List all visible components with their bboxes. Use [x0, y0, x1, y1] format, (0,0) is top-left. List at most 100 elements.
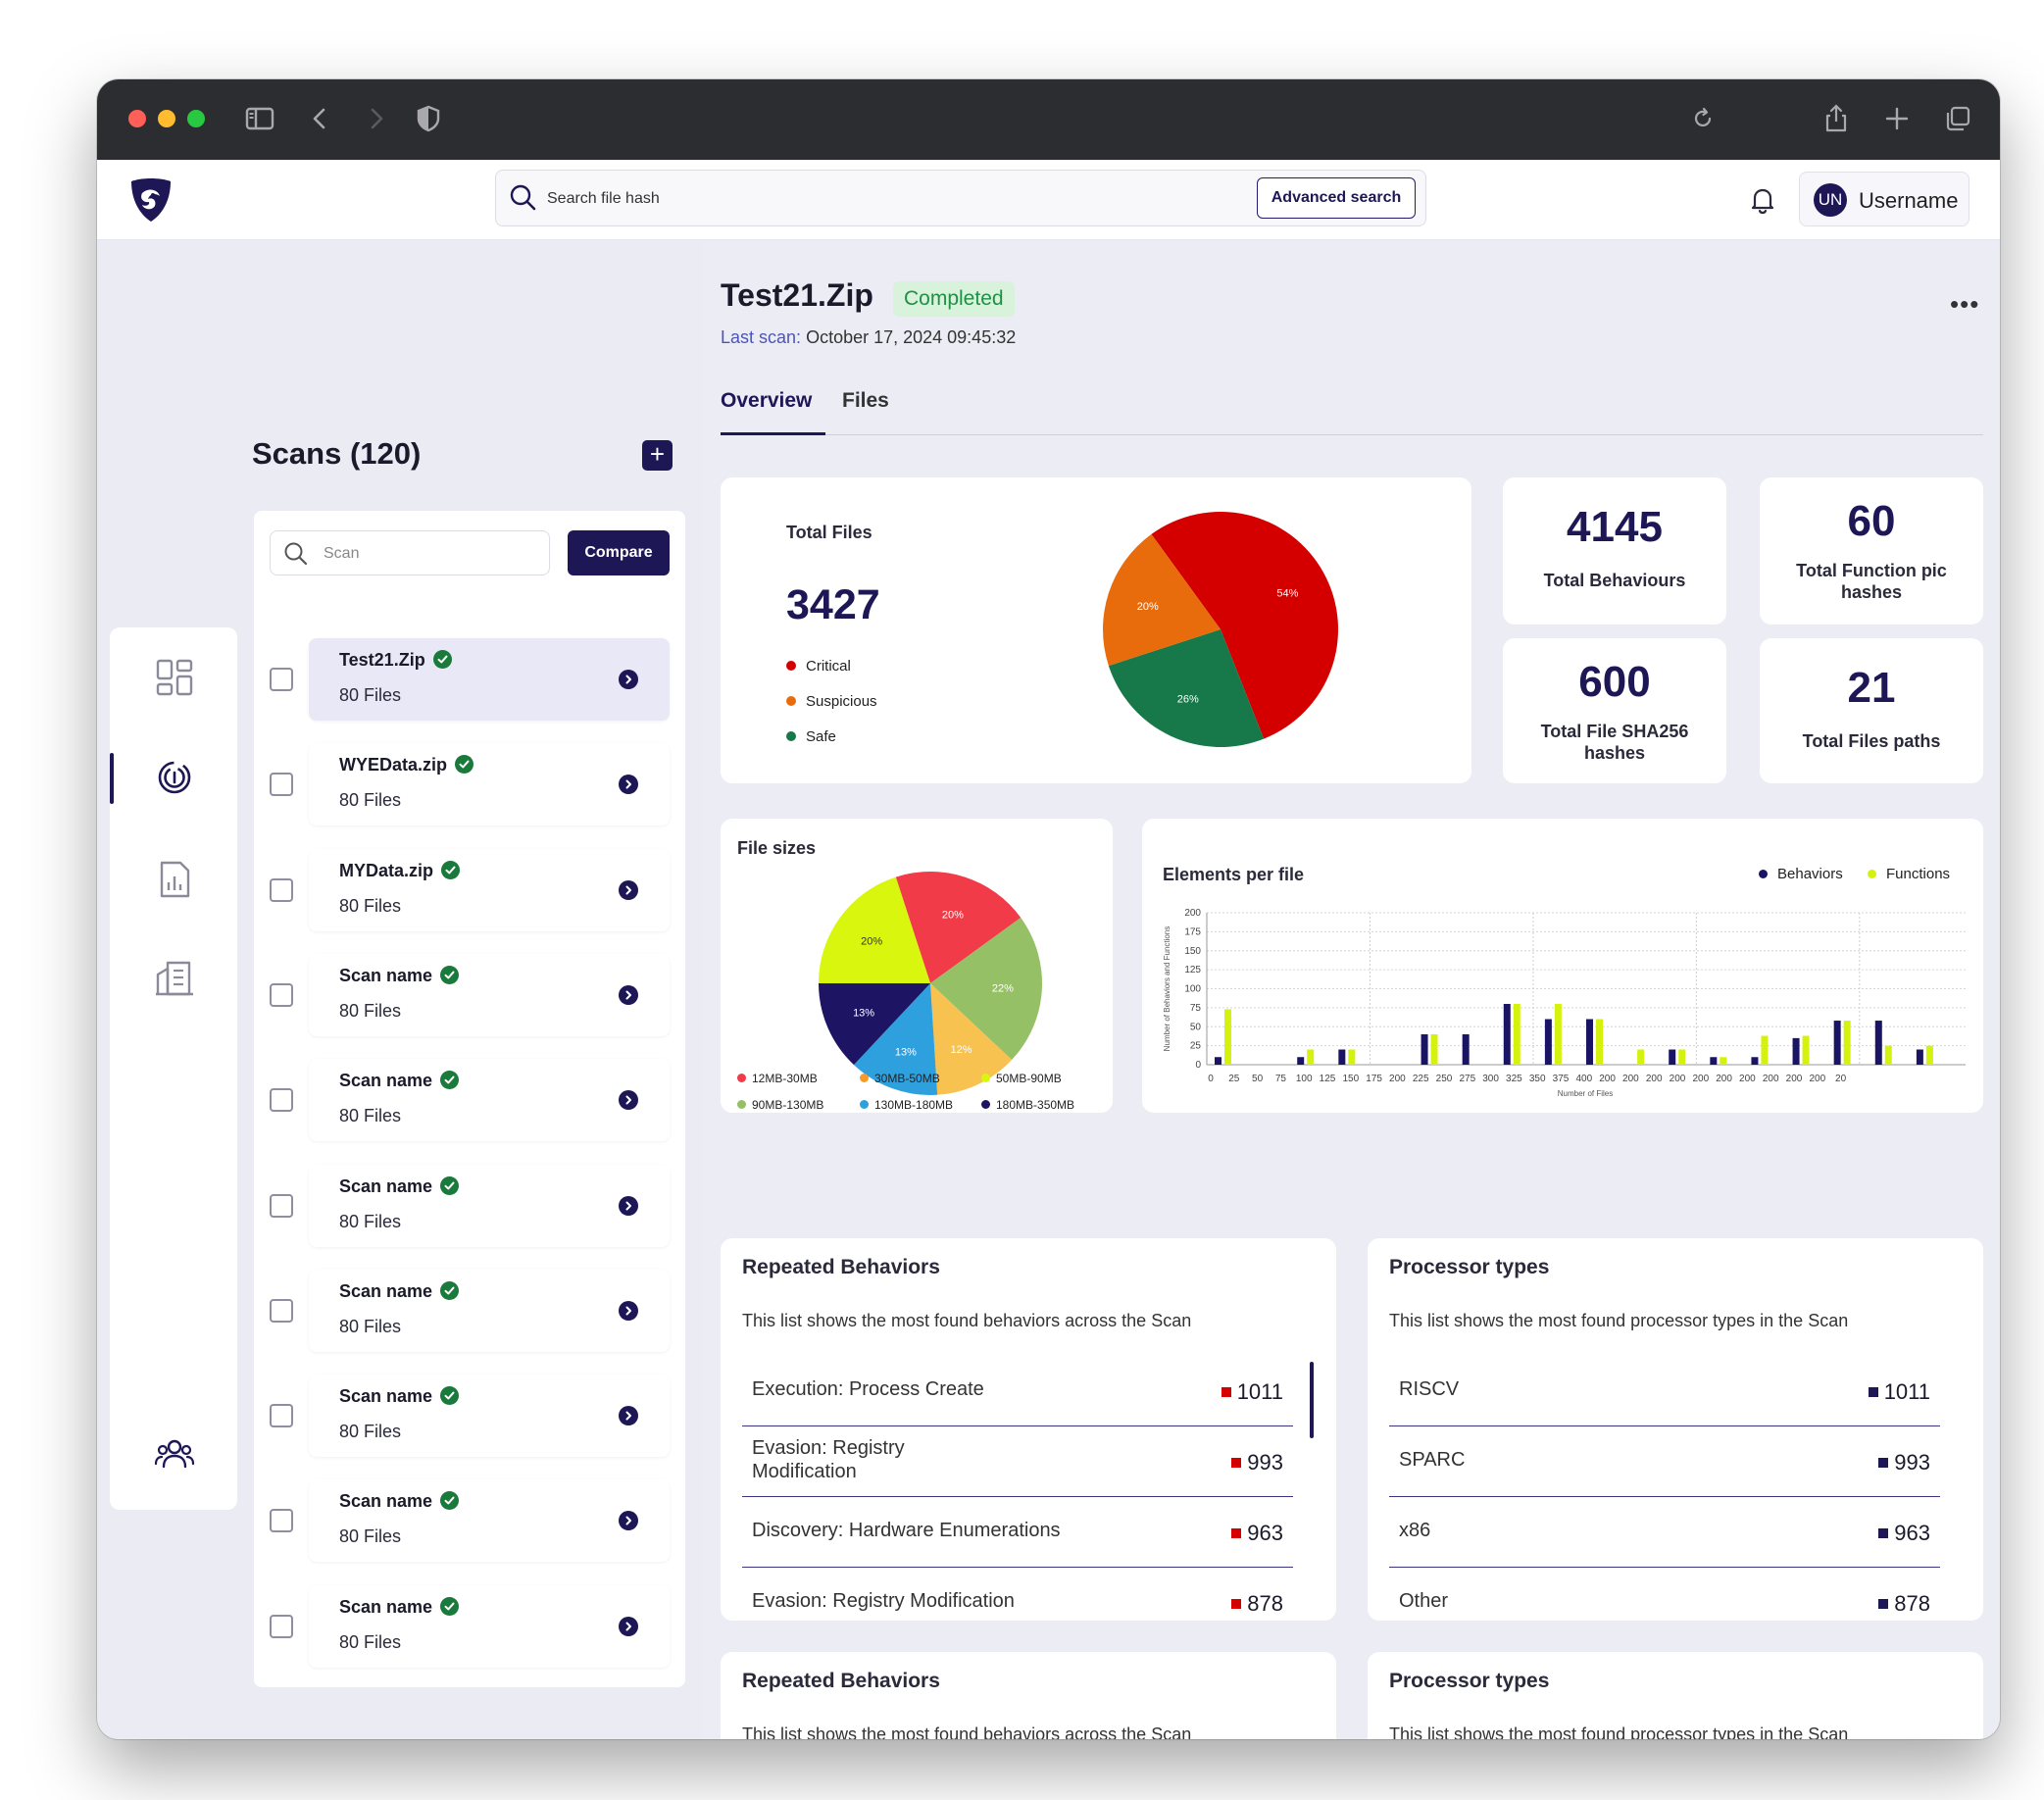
- behaviors-bar: [1916, 1049, 1923, 1065]
- fingerprint-icon[interactable]: [154, 757, 195, 798]
- shield-privacy-icon[interactable]: [411, 101, 446, 136]
- more-options-button[interactable]: •••: [1950, 289, 1980, 319]
- x-tick-label: 200: [1670, 1074, 1686, 1084]
- user-menu[interactable]: UN Username: [1799, 172, 1969, 226]
- scan-card[interactable]: WYEData.zip 80 Files: [309, 743, 670, 826]
- scan-checkbox[interactable]: [270, 668, 293, 691]
- reload-icon[interactable]: [1685, 101, 1720, 136]
- scan-card[interactable]: Scan name 80 Files: [309, 1164, 670, 1247]
- tab-files[interactable]: Files: [842, 389, 889, 412]
- scan-list-item[interactable]: Scan name 80 Files: [270, 1269, 672, 1352]
- scan-checkbox[interactable]: [270, 1193, 293, 1218]
- stat-card-total-behaviours: 4145 Total Behaviours: [1503, 477, 1726, 625]
- users-icon[interactable]: [154, 1433, 195, 1475]
- scan-checkbox[interactable]: [270, 773, 293, 797]
- row-divider: [742, 1566, 1293, 1568]
- scan-card[interactable]: Test21.Zip 80 Files: [309, 638, 670, 721]
- scan-checkbox[interactable]: [270, 1509, 293, 1533]
- scan-card[interactable]: Scan name 80 Files: [309, 1269, 670, 1352]
- list-item-value: 993: [1878, 1450, 1930, 1475]
- share-icon[interactable]: [1819, 101, 1854, 136]
- open-scan-arrow-icon[interactable]: [619, 670, 638, 689]
- scan-checkbox[interactable]: [270, 1404, 293, 1428]
- list-item[interactable]: Other 878: [1389, 1568, 1940, 1638]
- completed-check-icon: [455, 755, 474, 775]
- scan-checkbox[interactable]: [270, 877, 293, 902]
- row-divider: [1389, 1566, 1940, 1568]
- scan-card[interactable]: Scan name 80 Files: [309, 1375, 670, 1458]
- list-item[interactable]: Evasion: Registry Modification 878: [742, 1568, 1293, 1638]
- new-tab-plus-icon[interactable]: [1879, 101, 1915, 136]
- list-item-label: SPARC: [1399, 1449, 1466, 1471]
- scan-name: Scan name: [339, 965, 460, 986]
- tabs-overview-icon[interactable]: [1940, 101, 1975, 136]
- scan-card[interactable]: Scan name 80 Files: [309, 953, 670, 1036]
- sidebar-toggle-icon[interactable]: [242, 101, 277, 136]
- scan-file-count: 80 Files: [339, 1526, 402, 1547]
- scan-name-text: Scan name: [339, 1596, 433, 1617]
- building-icon[interactable]: [154, 957, 195, 998]
- scan-card[interactable]: MYData.zip 80 Files: [309, 848, 670, 931]
- compare-button[interactable]: Compare: [568, 530, 670, 575]
- scan-name-text: Test21.Zip: [339, 650, 425, 670]
- advanced-search-button[interactable]: Advanced search: [1257, 177, 1416, 219]
- scan-checkbox[interactable]: [270, 1088, 293, 1113]
- functions-bar: [1843, 1021, 1851, 1065]
- back-arrow-icon[interactable]: [303, 101, 338, 136]
- legend-label: 12MB-30MB: [752, 1072, 818, 1085]
- scan-checkbox[interactable]: [270, 1298, 293, 1323]
- open-scan-arrow-icon[interactable]: [619, 1406, 638, 1426]
- scan-name: Scan name: [339, 1280, 460, 1302]
- scan-checkbox[interactable]: [270, 982, 293, 1007]
- safe-dot: [786, 731, 796, 741]
- last-scan-label: Last scan:: [721, 327, 802, 347]
- open-scan-arrow-icon[interactable]: [619, 1511, 638, 1531]
- main-content: Test21.Zip Completed Last scan: October …: [703, 240, 2000, 1739]
- list-item[interactable]: Discovery: Hardware Enumerations 963: [742, 1497, 1293, 1568]
- open-scan-arrow-icon[interactable]: [619, 984, 638, 1005]
- notification-bell-icon[interactable]: [1746, 183, 1779, 217]
- behaviors-bar: [1421, 1034, 1428, 1065]
- list-item[interactable]: Evasion: Registry Modification 993: [742, 1426, 1293, 1497]
- report-chart-icon[interactable]: [154, 859, 195, 900]
- scan-card[interactable]: Scan name 80 Files: [309, 1479, 670, 1563]
- app-logo-icon[interactable]: [126, 175, 175, 225]
- close-window-button[interactable]: [128, 110, 146, 127]
- dashboard-icon[interactable]: [154, 657, 195, 698]
- scan-checkbox[interactable]: [270, 1614, 293, 1638]
- forward-arrow-icon[interactable]: [358, 101, 393, 136]
- open-scan-arrow-icon[interactable]: [619, 879, 638, 900]
- scan-file-count: 80 Files: [339, 895, 402, 916]
- list-scrollbar[interactable]: [1310, 1362, 1314, 1438]
- scan-list-item[interactable]: Test21.Zip 80 Files: [270, 638, 672, 721]
- scan-card[interactable]: Scan name 80 Files: [309, 1584, 670, 1668]
- list-item[interactable]: SPARC 993: [1389, 1426, 1940, 1497]
- open-scan-arrow-icon[interactable]: [619, 1090, 638, 1111]
- list-item[interactable]: RISCV 1011: [1389, 1356, 1940, 1426]
- open-scan-arrow-icon[interactable]: [619, 775, 638, 795]
- scan-list-item[interactable]: Scan name 80 Files: [270, 1164, 672, 1247]
- open-scan-arrow-icon[interactable]: [619, 1300, 638, 1321]
- maximize-window-button[interactable]: [187, 110, 205, 127]
- scan-card[interactable]: Scan name 80 Files: [309, 1059, 670, 1142]
- add-scan-button[interactable]: +: [642, 440, 673, 471]
- scan-list-item[interactable]: Scan name 80 Files: [270, 1375, 672, 1458]
- scan-list-item[interactable]: WYEData.zip 80 Files: [270, 743, 672, 826]
- stat-card-file-sha256-hashes: 600 Total File SHA256 hashes: [1503, 638, 1726, 783]
- tab-overview[interactable]: Overview: [721, 389, 813, 412]
- open-scan-arrow-icon[interactable]: [619, 1616, 638, 1636]
- scan-list-item[interactable]: Scan name 80 Files: [270, 1059, 672, 1142]
- scan-list-item[interactable]: Scan name 80 Files: [270, 1479, 672, 1563]
- behaviors-bar: [1297, 1057, 1305, 1065]
- functions-bar: [1637, 1049, 1645, 1065]
- scan-list-item[interactable]: Scan name 80 Files: [270, 1584, 672, 1668]
- behaviors-bar: [1586, 1019, 1593, 1065]
- scan-list-item[interactable]: MYData.zip 80 Files: [270, 848, 672, 931]
- scan-search-input[interactable]: Scan: [270, 530, 550, 575]
- scan-list-item[interactable]: Scan name 80 Files: [270, 953, 672, 1036]
- minimize-window-button[interactable]: [158, 110, 175, 127]
- open-scan-arrow-icon[interactable]: [619, 1195, 638, 1216]
- file-hash-search[interactable]: Search file hash Advanced search: [495, 170, 1426, 226]
- list-item[interactable]: x86 963: [1389, 1497, 1940, 1568]
- list-item[interactable]: Execution: Process Create 1011: [742, 1356, 1293, 1426]
